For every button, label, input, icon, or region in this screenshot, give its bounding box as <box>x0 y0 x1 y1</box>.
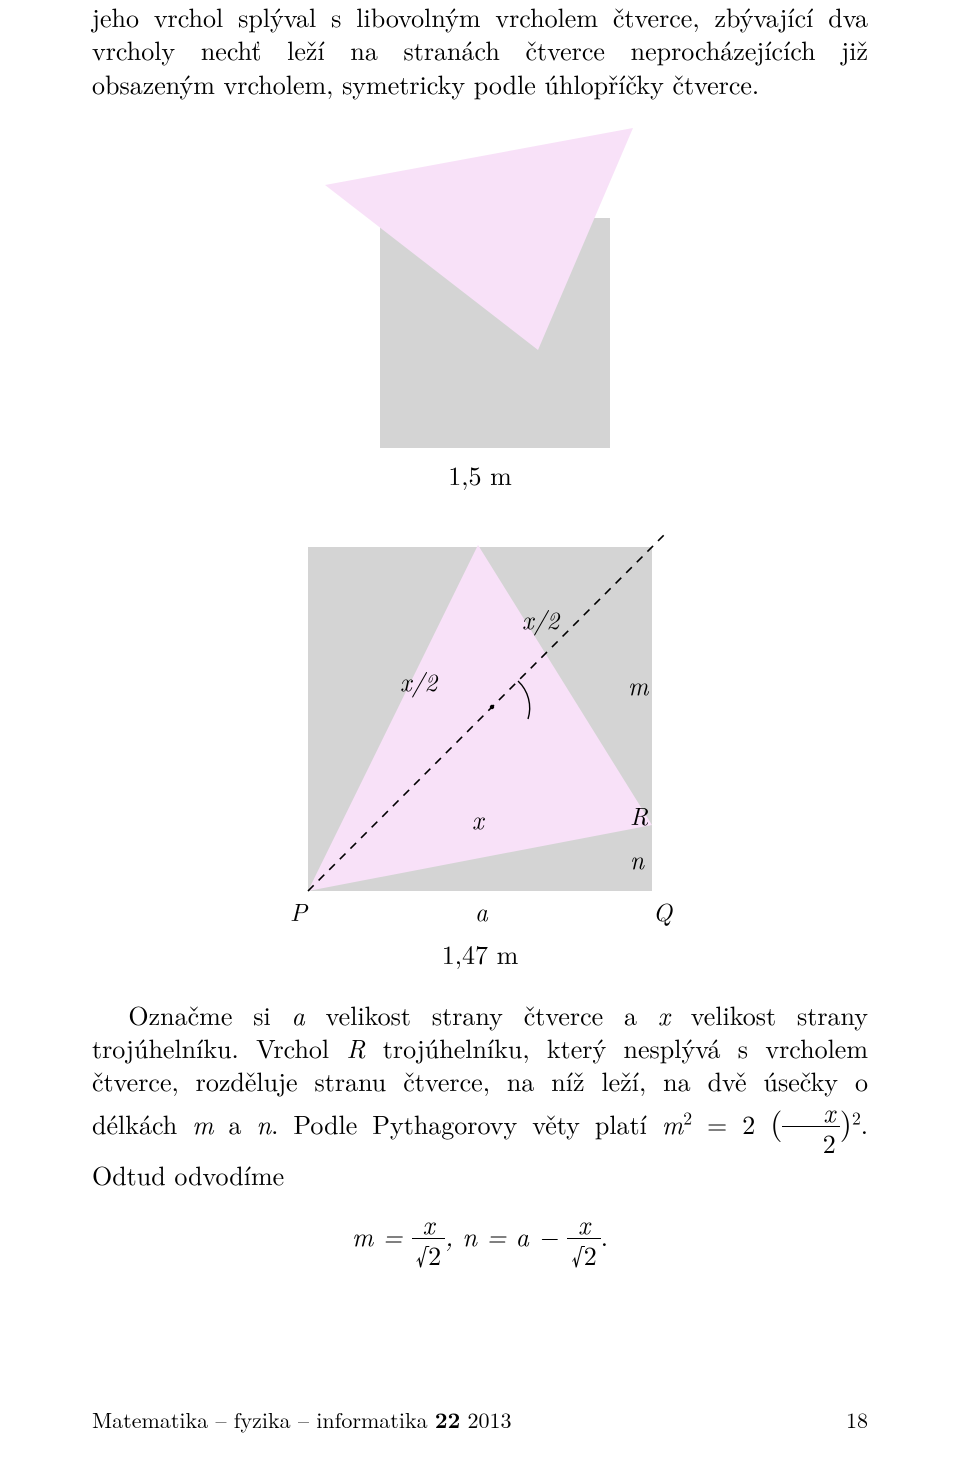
eq-m-sup: 2 <box>683 1105 692 1130</box>
label-R-upper: R <box>630 798 649 833</box>
eq-frac-den: 2 <box>782 1127 839 1158</box>
label-P: P <box>290 894 309 929</box>
p2-e: a <box>214 1105 257 1142</box>
disp-period: . <box>601 1217 608 1254</box>
footer-journal-year: 2013 <box>460 1404 511 1435</box>
label-m: m <box>628 668 650 703</box>
footer-journal-a: Matematika – fyzika – informatika <box>92 1404 435 1435</box>
sym-R-1: R <box>346 1029 365 1066</box>
sym-m-1: m <box>192 1105 213 1142</box>
eq-m: m <box>662 1105 683 1142</box>
figure-1 <box>300 128 660 448</box>
center-dot <box>490 705 494 709</box>
eq-frac: x2 <box>782 1098 839 1159</box>
label-x: x <box>472 802 485 837</box>
sym-n-1: n <box>257 1105 272 1142</box>
figure-2: x/2 x/2 m x R n P a Q <box>270 529 690 929</box>
disp-frac-1-num: x <box>412 1210 445 1240</box>
label-x2-a: x/2 <box>522 602 560 637</box>
disp-mid: , n = a − <box>445 1217 567 1254</box>
disp-frac-2-den: √2 <box>567 1239 600 1270</box>
disp-m: m = <box>352 1217 412 1254</box>
body-paragraph: Označme si a velikost strany čtverce a x… <box>92 998 868 1192</box>
disp-frac-2-num: x <box>567 1210 600 1240</box>
disp-frac-1-den: √2 <box>412 1239 445 1270</box>
sym-x-1: x <box>658 996 670 1033</box>
p2-b: velikost strany čtverce a <box>305 996 658 1033</box>
figure-1-caption: 1,5 m <box>92 456 868 493</box>
disp-frac-2: x√2 <box>567 1210 600 1271</box>
sym-a-1: a <box>292 996 305 1033</box>
label-n: n <box>630 842 645 877</box>
eq-frac-num: x <box>782 1098 839 1128</box>
label-a: a <box>475 894 489 929</box>
label-Q: Q <box>653 894 673 929</box>
eq-eq: = 2 <box>692 1105 770 1142</box>
eq-paren-close: ) <box>840 1100 852 1144</box>
figure-2-caption: 1,47 m <box>92 935 868 972</box>
eq-paren-open: ( <box>770 1100 782 1144</box>
intro-paragraph: jeho vrchol splýval s libovolným vrchole… <box>92 0 868 100</box>
label-x2-b: x/2 <box>400 664 438 699</box>
footer-journal: Matematika – fyzika – informatika 22 201… <box>92 1404 512 1435</box>
display-equation: m = x√2, n = a − x√2. <box>92 1210 868 1271</box>
page-footer: Matematika – fyzika – informatika 22 201… <box>92 1404 868 1435</box>
disp-frac-1: x√2 <box>412 1210 445 1271</box>
footer-journal-vol: 22 <box>435 1404 460 1435</box>
p2-f: . Podle Pythagorovy věty platí <box>271 1105 662 1142</box>
p2-a: Označme si <box>128 996 291 1033</box>
figure-2-wrap: x/2 x/2 m x R n P a Q <box>92 529 868 929</box>
footer-page-number: 18 <box>846 1404 868 1435</box>
figure-1-wrap <box>92 128 868 448</box>
eq-outer-sup: 2 <box>852 1105 861 1130</box>
